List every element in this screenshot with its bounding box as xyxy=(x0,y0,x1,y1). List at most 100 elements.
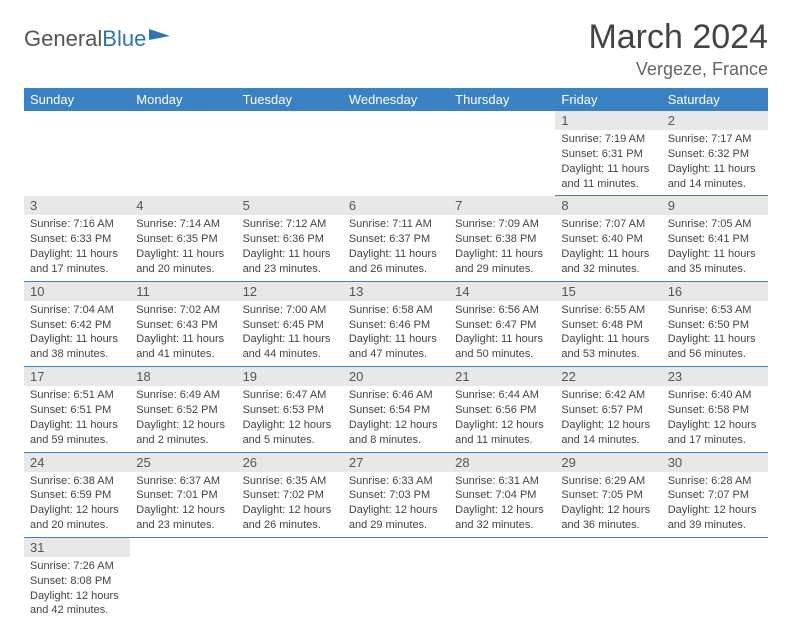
daynum-cell xyxy=(662,537,768,557)
day-cell: Sunrise: 6:47 AMSunset: 6:53 PMDaylight:… xyxy=(237,386,343,452)
day-content: Sunrise: 7:26 AMSunset: 8:08 PMDaylight:… xyxy=(24,557,130,622)
day-content: Sunrise: 6:33 AMSunset: 7:03 PMDaylight:… xyxy=(343,472,449,537)
day-content: Sunrise: 6:28 AMSunset: 7:07 PMDaylight:… xyxy=(662,472,768,537)
location: Vergeze, France xyxy=(588,59,768,80)
day-number: 18 xyxy=(130,367,236,386)
day-content: Sunrise: 6:53 AMSunset: 6:50 PMDaylight:… xyxy=(662,301,768,366)
day-content: Sunrise: 6:56 AMSunset: 6:47 PMDaylight:… xyxy=(449,301,555,366)
logo-text-1: General xyxy=(24,26,102,51)
day-cell: Sunrise: 7:19 AMSunset: 6:31 PMDaylight:… xyxy=(555,130,661,196)
day-number: 10 xyxy=(24,282,130,301)
day-cell: Sunrise: 6:56 AMSunset: 6:47 PMDaylight:… xyxy=(449,301,555,367)
daynum-cell: 7 xyxy=(449,196,555,216)
day-content: Sunrise: 6:58 AMSunset: 6:46 PMDaylight:… xyxy=(343,301,449,366)
title-block: March 2024 Vergeze, France xyxy=(588,18,768,80)
day-cell: Sunrise: 7:16 AMSunset: 6:33 PMDaylight:… xyxy=(24,215,130,281)
daynum-cell xyxy=(343,537,449,557)
day-cell xyxy=(555,557,661,622)
day-cell: Sunrise: 7:07 AMSunset: 6:40 PMDaylight:… xyxy=(555,215,661,281)
day-content: Sunrise: 7:02 AMSunset: 6:43 PMDaylight:… xyxy=(130,301,236,366)
day-cell: Sunrise: 7:14 AMSunset: 6:35 PMDaylight:… xyxy=(130,215,236,281)
day-cell: Sunrise: 6:33 AMSunset: 7:03 PMDaylight:… xyxy=(343,472,449,538)
day-content: Sunrise: 7:09 AMSunset: 6:38 PMDaylight:… xyxy=(449,215,555,280)
day-content: Sunrise: 6:42 AMSunset: 6:57 PMDaylight:… xyxy=(555,386,661,451)
daynum-cell: 22 xyxy=(555,367,661,387)
daynum-cell: 8 xyxy=(555,196,661,216)
day-cell: Sunrise: 7:05 AMSunset: 6:41 PMDaylight:… xyxy=(662,215,768,281)
content-row: Sunrise: 6:38 AMSunset: 6:59 PMDaylight:… xyxy=(24,472,768,538)
daynum-cell: 24 xyxy=(24,452,130,472)
day-content: Sunrise: 7:14 AMSunset: 6:35 PMDaylight:… xyxy=(130,215,236,280)
weekday-header: Saturday xyxy=(662,88,768,111)
day-cell: Sunrise: 7:17 AMSunset: 6:32 PMDaylight:… xyxy=(662,130,768,196)
day-content: Sunrise: 7:12 AMSunset: 6:36 PMDaylight:… xyxy=(237,215,343,280)
day-content xyxy=(449,130,555,186)
day-content: Sunrise: 7:17 AMSunset: 6:32 PMDaylight:… xyxy=(662,130,768,195)
logo: GeneralBlue xyxy=(24,26,174,52)
day-number: 30 xyxy=(662,453,768,472)
weekday-header: Tuesday xyxy=(237,88,343,111)
day-cell: Sunrise: 7:12 AMSunset: 6:36 PMDaylight:… xyxy=(237,215,343,281)
day-content: Sunrise: 6:37 AMSunset: 7:01 PMDaylight:… xyxy=(130,472,236,537)
weekday-header: Thursday xyxy=(449,88,555,111)
daynum-row: 3456789 xyxy=(24,196,768,216)
daynum-cell: 6 xyxy=(343,196,449,216)
day-content: Sunrise: 6:35 AMSunset: 7:02 PMDaylight:… xyxy=(237,472,343,537)
day-number: 19 xyxy=(237,367,343,386)
day-number: 7 xyxy=(449,196,555,215)
day-number: 14 xyxy=(449,282,555,301)
day-cell: Sunrise: 6:31 AMSunset: 7:04 PMDaylight:… xyxy=(449,472,555,538)
day-number: 13 xyxy=(343,282,449,301)
content-row: Sunrise: 7:16 AMSunset: 6:33 PMDaylight:… xyxy=(24,215,768,281)
day-cell: Sunrise: 7:04 AMSunset: 6:42 PMDaylight:… xyxy=(24,301,130,367)
day-number: 6 xyxy=(343,196,449,215)
daynum-cell: 5 xyxy=(237,196,343,216)
day-cell: Sunrise: 6:38 AMSunset: 6:59 PMDaylight:… xyxy=(24,472,130,538)
day-number: 4 xyxy=(130,196,236,215)
content-row: Sunrise: 7:26 AMSunset: 8:08 PMDaylight:… xyxy=(24,557,768,622)
day-cell xyxy=(343,130,449,196)
daynum-cell xyxy=(343,111,449,130)
daynum-cell xyxy=(130,537,236,557)
day-cell: Sunrise: 7:00 AMSunset: 6:45 PMDaylight:… xyxy=(237,301,343,367)
day-number: 8 xyxy=(555,196,661,215)
day-number: 16 xyxy=(662,282,768,301)
day-number: 22 xyxy=(555,367,661,386)
day-content xyxy=(237,557,343,613)
day-content: Sunrise: 7:04 AMSunset: 6:42 PMDaylight:… xyxy=(24,301,130,366)
day-number: 12 xyxy=(237,282,343,301)
page-title: March 2024 xyxy=(588,18,768,57)
daynum-cell: 9 xyxy=(662,196,768,216)
day-content xyxy=(343,130,449,186)
day-number: 29 xyxy=(555,453,661,472)
day-number: 27 xyxy=(343,453,449,472)
daynum-row: 10111213141516 xyxy=(24,281,768,301)
weekday-header: Wednesday xyxy=(343,88,449,111)
day-number: 31 xyxy=(24,538,130,557)
day-cell xyxy=(662,557,768,622)
daynum-cell: 4 xyxy=(130,196,236,216)
logo-text: GeneralBlue xyxy=(24,26,146,52)
day-cell xyxy=(24,130,130,196)
header: GeneralBlue March 2024 Vergeze, France xyxy=(24,18,768,80)
day-content: Sunrise: 6:49 AMSunset: 6:52 PMDaylight:… xyxy=(130,386,236,451)
day-cell: Sunrise: 6:58 AMSunset: 6:46 PMDaylight:… xyxy=(343,301,449,367)
daynum-cell xyxy=(449,537,555,557)
day-number: 2 xyxy=(662,111,768,130)
daynum-cell: 18 xyxy=(130,367,236,387)
daynum-cell xyxy=(237,537,343,557)
day-cell xyxy=(130,130,236,196)
day-number: 15 xyxy=(555,282,661,301)
day-content xyxy=(555,557,661,613)
daynum-cell: 17 xyxy=(24,367,130,387)
daynum-cell: 14 xyxy=(449,281,555,301)
day-number: 25 xyxy=(130,453,236,472)
day-content: Sunrise: 7:16 AMSunset: 6:33 PMDaylight:… xyxy=(24,215,130,280)
day-content xyxy=(130,130,236,186)
day-number: 3 xyxy=(24,196,130,215)
logo-text-2: Blue xyxy=(102,26,146,51)
day-cell: Sunrise: 6:40 AMSunset: 6:58 PMDaylight:… xyxy=(662,386,768,452)
day-content: Sunrise: 6:47 AMSunset: 6:53 PMDaylight:… xyxy=(237,386,343,451)
daynum-cell: 1 xyxy=(555,111,661,130)
day-cell: Sunrise: 6:29 AMSunset: 7:05 PMDaylight:… xyxy=(555,472,661,538)
